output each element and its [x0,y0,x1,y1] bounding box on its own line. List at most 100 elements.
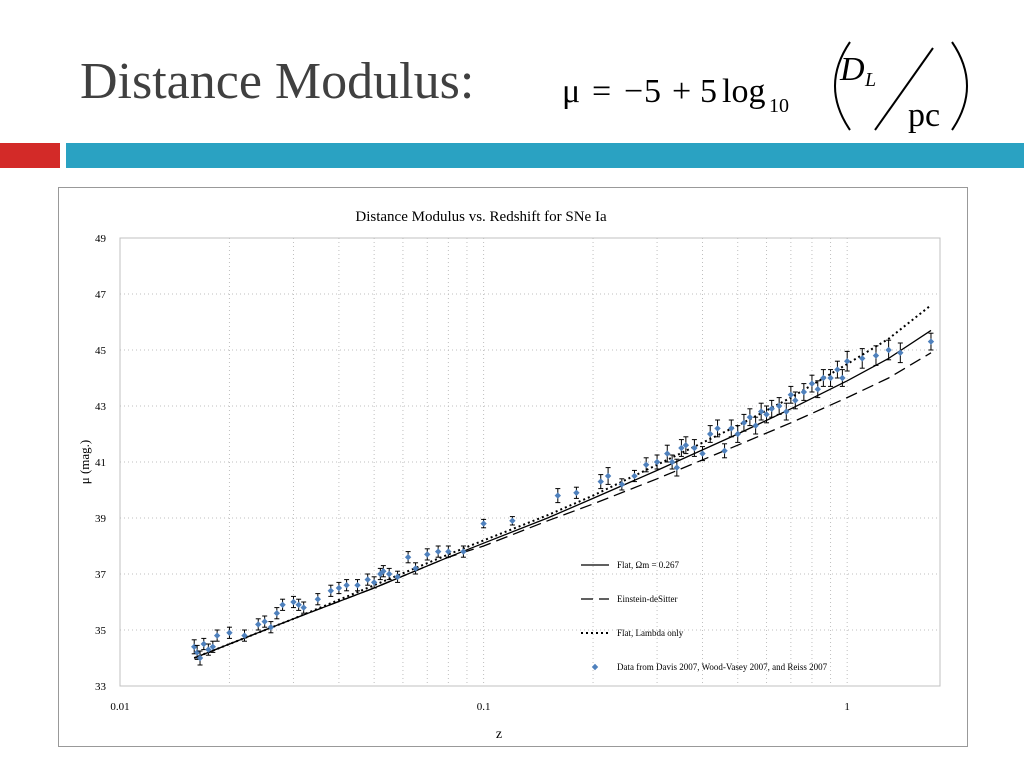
y-tick-label: 47 [95,289,107,301]
data-point [721,447,728,454]
data-point [792,397,799,404]
data-point [241,632,248,639]
data-point [604,472,612,480]
y-tick-label: 49 [95,233,107,245]
formula-log-base: 10 [769,95,789,117]
formula-five-b: 5 [700,73,717,110]
data-point [205,646,212,653]
formula-right-paren [951,41,968,131]
formula-five-a: 5 [644,73,661,110]
data-point [213,632,221,639]
formula-numerator: D [839,51,865,88]
data-point [370,579,378,586]
data-point [740,419,748,426]
data-point [424,551,431,558]
data-point [480,520,487,527]
data-point [255,621,262,628]
data-point [460,548,467,555]
data-point [335,584,343,592]
data-point [573,489,580,496]
data-point [768,405,775,412]
data-point [707,430,714,438]
data-point [763,411,770,418]
data-point [193,649,201,656]
slide-title: Distance Modulus: [80,53,475,110]
formula-fraction-slash [874,47,934,131]
data-point [267,624,275,631]
legend-label: Einstein-deSitter [617,594,678,604]
data-point [787,391,795,398]
data-point [752,422,759,429]
data-point [897,349,904,356]
data-point [843,358,851,365]
data-point [927,338,935,345]
distance-modulus-chart: 33 35 37 39 41 43 45 47 49 0.01 0.1 1 Distance Modul… [77,209,941,742]
data-point [783,408,790,415]
data-point [728,425,735,432]
formula-equals: = [592,73,611,110]
data-point [642,461,650,468]
data-point [746,414,754,421]
data-point [800,388,808,396]
accent-bar-red [0,143,60,168]
data-point [775,402,783,410]
legend-swatch-point [591,663,599,671]
data-point [664,450,671,457]
data-point [734,430,741,438]
data-point [827,374,834,382]
x-tick-label: 1 [844,701,850,713]
y-tick-label: 33 [95,681,107,693]
data-point [434,548,442,555]
data-point [653,458,661,466]
data-point [757,408,765,415]
data-point [859,355,866,362]
data-point [445,548,452,555]
y-tick-label: 35 [95,625,107,637]
y-tick-label: 41 [95,457,106,469]
data-point [597,478,604,485]
data-point [885,346,892,354]
chart-frame: 33 35 37 39 41 43 45 47 49 0.01 0.1 1 Distance Modul… [58,187,968,747]
data-point [631,472,638,480]
data-point [699,450,706,457]
data-point [839,374,846,382]
formula-denominator: pc [908,97,940,134]
data-point [290,598,297,606]
y-axis-label: μ (mag.) [77,440,92,485]
y-tick-label: 39 [95,513,107,525]
x-tick-label: 0.1 [477,701,491,713]
legend-label: Flat, Lambda only [617,628,684,638]
series-line-dashed [193,352,932,659]
data-point [714,425,721,432]
data-point [618,481,626,488]
legend-label: Data from Davis 2007, Wood-Vasey 2007, a… [617,662,828,672]
x-tick-label: 0.01 [110,701,129,713]
data-point [872,352,880,359]
data-point [678,444,685,452]
data-point [834,366,841,373]
data-point [300,604,307,611]
legend-label: Flat, Ωm = 0.267 [617,560,680,570]
accent-bar-blue [66,143,1024,168]
x-axis-label: z [496,727,502,742]
y-tick-label: 43 [95,401,107,413]
data-point [673,464,681,471]
formula-minus: − [624,73,643,110]
data-point [200,640,207,648]
data-point [385,570,393,578]
data-point [364,576,371,583]
formula-plus: + [672,73,691,110]
y-tick-label: 45 [95,345,107,357]
data-point [682,442,690,449]
data-point [691,444,698,452]
chart-title: Distance Modulus vs. Redshift for SNe Ia [355,209,607,225]
data-point [820,374,827,382]
data-point [814,386,821,393]
formula-log: log [722,73,765,110]
formula-left-paren [834,41,851,131]
data-point [808,380,816,387]
data-point [668,458,676,466]
data-point [412,565,419,572]
data-point [261,618,268,625]
distance-modulus-formula: μ = − 5 + 5 log 10 D L pc [562,41,968,134]
